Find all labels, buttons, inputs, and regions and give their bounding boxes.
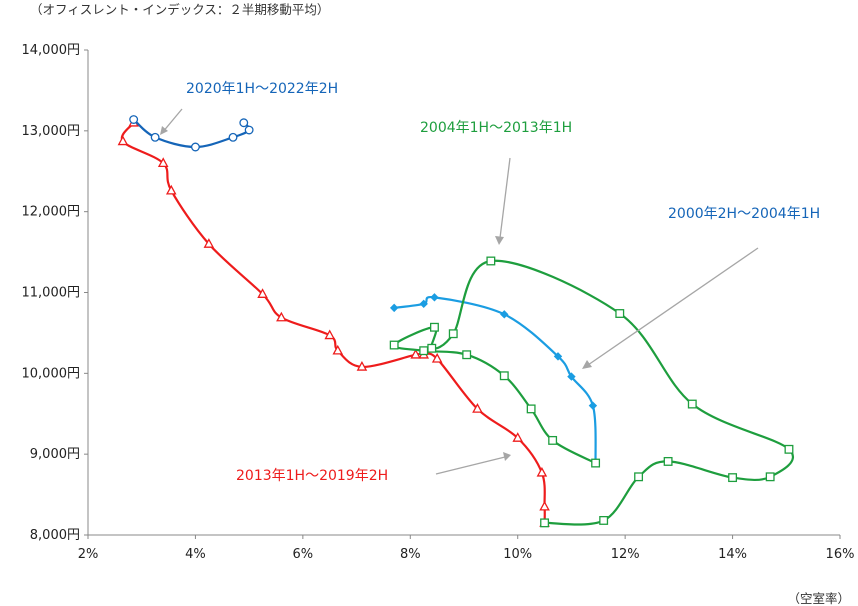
data-point-square (540, 518, 550, 528)
data-point-square (599, 516, 609, 525)
data-point-triangle (257, 288, 268, 298)
data-point-square (430, 322, 439, 332)
annotation-2020-2022: 2020年1H～2022年2H (186, 81, 338, 97)
data-point-triangle (165, 184, 177, 195)
data-point-square (728, 473, 738, 483)
data-point-triangle (410, 348, 421, 359)
x-tick-label: 14% (718, 547, 747, 562)
y-tick-label: 12,000円 (22, 205, 81, 220)
series-triangle (117, 116, 550, 527)
data-point-triangle (539, 500, 550, 511)
data-point-circle (190, 142, 200, 152)
data-point-square (462, 350, 472, 360)
data-point-star (553, 352, 563, 361)
arrow-2013-2019-head (503, 452, 511, 461)
data-point-square (663, 456, 673, 466)
y-tick-label: 8,000円 (30, 528, 80, 543)
data-point-square (419, 346, 429, 356)
data-point-square (591, 458, 601, 468)
data-point-circle (150, 132, 160, 142)
y-tick-labels: 8,000円 9,000円 10,000円 11,000円 12,000円 13,000円… (22, 43, 88, 543)
data-point-star (389, 303, 399, 313)
data-point-square (389, 340, 399, 350)
series-star (389, 293, 600, 467)
data-point-star (588, 401, 598, 410)
series-square (389, 256, 794, 528)
data-point-star (567, 372, 576, 381)
data-point-triangle (117, 135, 129, 146)
data-point-triangle (472, 403, 483, 413)
data-point-star (500, 310, 509, 319)
arrow-2000-2004 (587, 247, 759, 366)
data-point-square (427, 343, 437, 353)
annotation-2004-2013: 2004年1H～2013年1H (420, 120, 572, 136)
x-tick-label: 6% (293, 547, 314, 562)
x-tick-label: 8% (400, 547, 421, 562)
arrow-2004-2013-head (495, 236, 504, 245)
y-tick-label: 13,000円 (22, 124, 81, 139)
x-tick-label: 2% (78, 547, 99, 562)
annotation-2013-2019: 2013年1H～2019年2H (236, 468, 388, 484)
data-point-square (526, 404, 536, 414)
y-tick-label: 9,000円 (30, 447, 80, 462)
x-tick-labels: 2% 4% 6% 8% 10% 12% 14% 16% (78, 535, 855, 562)
x-tick-label: 12% (611, 547, 640, 562)
data-point-square (615, 309, 625, 318)
arrow-2004-2013 (499, 157, 511, 239)
arrow-2000-2004-head (582, 360, 592, 369)
data-point-triangle (536, 466, 548, 477)
arrow-2013-2019 (435, 456, 506, 475)
data-point-square (499, 371, 509, 381)
x-axis-label: （空室率） (787, 591, 850, 606)
y-tick-label: 10,000円 (22, 366, 81, 381)
x-tick-label: 4% (185, 547, 206, 562)
y-tick-label: 11,000円 (22, 286, 81, 301)
data-point-triangle (512, 432, 524, 442)
series-layer (117, 115, 794, 528)
data-point-star (419, 299, 428, 309)
data-point-circle (129, 115, 139, 124)
data-point-triangle (203, 238, 215, 248)
data-point-star (430, 293, 439, 302)
data-point-circle (239, 118, 249, 128)
data-point-square (634, 472, 644, 482)
series-circle (129, 115, 254, 152)
data-point-square (548, 435, 558, 445)
data-point-triangle (356, 361, 368, 371)
data-point-circle (228, 132, 238, 142)
data-point-square (687, 399, 697, 409)
annotation-arrows (160, 108, 759, 475)
data-point-triangle (276, 311, 287, 322)
y-tick-label: 14,000円 (22, 43, 81, 58)
series-line (394, 295, 597, 463)
annotation-2000-2004: 2000年2H～2004年1H (668, 206, 820, 222)
chart-subtitle: （オフィスレント・インデックス：２半期移動平均） (30, 2, 329, 17)
data-point-square (486, 256, 496, 266)
x-tick-label: 10% (503, 547, 532, 562)
data-point-triangle (332, 344, 344, 355)
data-point-triangle (157, 157, 169, 168)
x-tick-label: 16% (826, 547, 855, 562)
data-point-square (784, 444, 794, 454)
arrow-2020-2022-head (160, 126, 168, 135)
data-point-triangle (431, 352, 443, 363)
data-point-circle (244, 125, 254, 135)
data-point-square (448, 329, 458, 339)
data-point-square (765, 472, 775, 482)
data-point-triangle (324, 329, 336, 340)
